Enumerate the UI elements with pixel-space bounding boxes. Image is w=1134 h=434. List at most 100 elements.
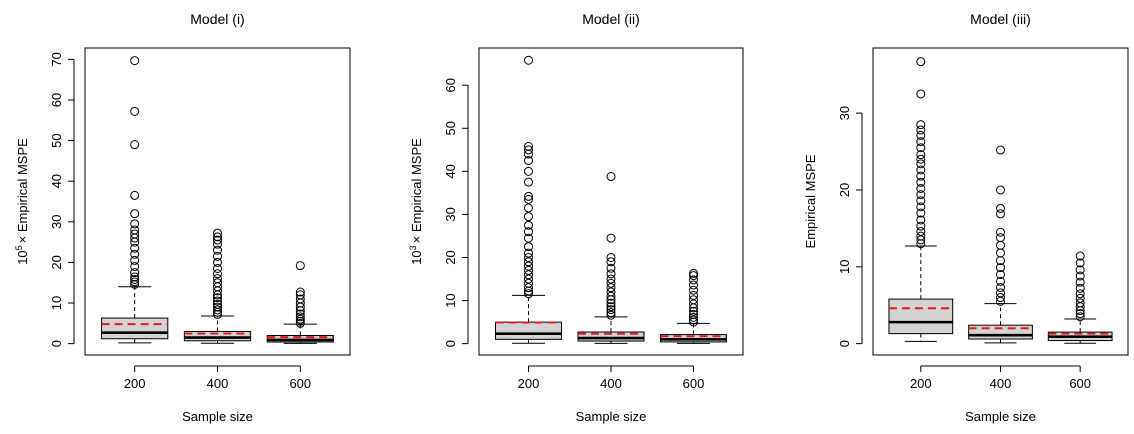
- outlier-point: [996, 263, 1005, 273]
- outlier-point: [524, 257, 533, 267]
- outlier-point: [524, 166, 533, 176]
- outlier-point: [916, 226, 926, 236]
- y-tick-label: 70: [49, 52, 64, 66]
- outlier-point: [524, 227, 533, 237]
- outlier-point: [1075, 277, 1085, 287]
- outlier-point: [689, 309, 698, 319]
- outlier-point: [996, 233, 1005, 243]
- outlier-point: [606, 263, 616, 273]
- outlier-point: [1075, 309, 1085, 319]
- outlier-point: [916, 154, 926, 164]
- outlier-point: [295, 312, 305, 322]
- outlier-point: [996, 248, 1005, 258]
- outlier-point: [916, 196, 926, 206]
- outlier-point: [213, 305, 222, 315]
- outlier-point: [916, 171, 926, 181]
- outlier-point: [606, 233, 616, 243]
- outlier-point: [606, 283, 616, 293]
- outlier-point: [213, 293, 222, 303]
- outlier-point: [606, 302, 616, 312]
- outlier-point: [524, 156, 533, 166]
- outlier-point: [130, 272, 140, 282]
- y-tick-label: 20: [837, 183, 852, 197]
- outlier-point: [606, 287, 616, 297]
- outlier-point: [1075, 251, 1085, 261]
- outlier-point: [130, 190, 140, 200]
- outlier-point: [524, 212, 533, 222]
- chart-title: Model (i): [190, 11, 244, 27]
- outlier-point: [1075, 289, 1085, 299]
- outlier-point: [606, 298, 616, 308]
- outlier-point: [213, 296, 222, 306]
- box-400: [968, 145, 1033, 344]
- outlier-point: [213, 239, 222, 249]
- y-tick-label: 20: [443, 250, 458, 264]
- x-tick-label: 200: [518, 376, 540, 391]
- x-axis-label: Sample size: [576, 409, 647, 424]
- x-tick-label: 600: [1069, 376, 1091, 391]
- outlier-point: [606, 291, 616, 301]
- y-tick-label: 0: [443, 340, 458, 347]
- outlier-point: [130, 277, 140, 287]
- outlier-point: [1075, 312, 1085, 322]
- outlier-point: [996, 227, 1005, 237]
- outlier-point: [916, 130, 926, 140]
- outlier-point: [689, 312, 698, 322]
- outlier-point: [996, 203, 1005, 213]
- outlier-point: [916, 177, 926, 187]
- outlier-point: [916, 57, 926, 67]
- outlier-point: [996, 145, 1005, 155]
- outlier-point: [130, 106, 140, 116]
- outlier-point: [130, 274, 140, 284]
- outlier-point: [996, 185, 1005, 195]
- outlier-point: [606, 274, 616, 284]
- outlier-point: [213, 274, 222, 284]
- y-tick-label: 10: [443, 293, 458, 307]
- outlier-point: [524, 252, 533, 262]
- outlier-point: [606, 252, 616, 262]
- outlier-point: [524, 265, 533, 275]
- outlier-point: [916, 159, 926, 169]
- y-axis-label-text: × Empirical MSPE: [15, 138, 30, 243]
- outlier-point: [295, 309, 305, 319]
- outlier-point: [689, 268, 698, 278]
- outlier-point: [996, 240, 1005, 250]
- y-tick-label: 0: [49, 340, 64, 347]
- outlier-point: [524, 220, 533, 230]
- outlier-point: [1075, 293, 1085, 303]
- outlier-point: [524, 177, 533, 187]
- outlier-point: [524, 283, 533, 293]
- outlier-point: [130, 229, 140, 239]
- box-200: [101, 56, 169, 344]
- outlier-point: [295, 314, 305, 324]
- outlier-point: [916, 89, 926, 99]
- outlier-point: [130, 209, 140, 219]
- box-200: [495, 55, 562, 344]
- outlier-point: [916, 137, 926, 147]
- outlier-point: [689, 280, 698, 290]
- outlier-point: [213, 235, 222, 245]
- outlier-point: [524, 233, 533, 243]
- panel-model-i: Model (i) 0 10 20 30 40 50 60 70 200 400 600 Sample …: [14, 11, 351, 424]
- outlier-point: [524, 242, 533, 252]
- outlier-point: [1075, 265, 1085, 275]
- outlier-point: [916, 208, 926, 218]
- x-tick-label: 400: [600, 376, 622, 391]
- y-axis-label: 103 × Empirical MSPE: [408, 138, 424, 265]
- x-tick-label: 200: [124, 376, 146, 391]
- outlier-point: [130, 261, 140, 271]
- outlier-point: [524, 248, 533, 258]
- outlier-point: [213, 302, 222, 312]
- y-axis-label-text: × Empirical MSPE: [409, 138, 424, 243]
- outlier-point: [916, 190, 926, 200]
- outlier-point: [1075, 258, 1085, 268]
- panel-model-iii: Model (iii) 0 10 20 30 200 400 600 Sample size Em…: [803, 11, 1129, 424]
- outlier-point: [524, 274, 533, 284]
- outlier-point: [130, 225, 140, 235]
- y-tick-label: 30: [443, 207, 458, 221]
- outlier-point: [689, 299, 698, 309]
- x-tick-label: 400: [207, 376, 229, 391]
- box-iqr: [577, 331, 645, 342]
- outlier-point: [130, 279, 140, 289]
